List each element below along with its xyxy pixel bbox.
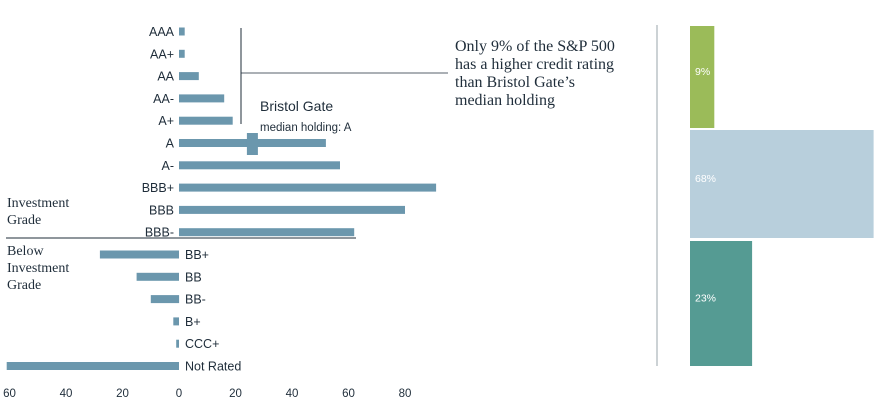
investment-grade-label-2: Grade bbox=[7, 213, 41, 228]
investment-grade-label-1: Investment bbox=[7, 196, 69, 211]
share-bar-3 bbox=[690, 241, 753, 366]
bar-bb- bbox=[150, 295, 180, 304]
rating-label: CCC+ bbox=[185, 337, 219, 351]
bar-bb-plus bbox=[99, 250, 179, 259]
bar-ccc-plus bbox=[176, 339, 179, 348]
annotation-line-3: than Bristol Gate’s bbox=[455, 74, 575, 91]
x-tick-label: 80 bbox=[399, 388, 412, 400]
rating-label: AAA bbox=[149, 25, 175, 39]
median-marker bbox=[246, 133, 258, 155]
bar-bbb bbox=[179, 205, 405, 214]
x-tick-label: 20 bbox=[116, 388, 129, 400]
share-bar-2 bbox=[690, 130, 874, 238]
annotation-line-4: median holding bbox=[455, 92, 555, 109]
bar-aa bbox=[179, 72, 199, 81]
rating-label: AA bbox=[157, 70, 174, 84]
rating-label: BBB bbox=[149, 203, 174, 217]
bar-aa- bbox=[179, 94, 225, 103]
bar-not-rated bbox=[6, 362, 180, 370]
share-label: 9% bbox=[695, 66, 710, 78]
below-grade-label-2: Investment bbox=[7, 261, 69, 276]
rating-label: BBB+ bbox=[142, 181, 174, 195]
x-axis-ticks: 60 40 20 0 20 40 60 80 bbox=[3, 388, 411, 400]
below-grade-label-1: Below bbox=[7, 244, 44, 259]
rating-label: BBB- bbox=[145, 226, 174, 240]
x-tick-label: 60 bbox=[342, 388, 355, 400]
share-label: 23% bbox=[695, 293, 716, 305]
rating-label: A- bbox=[162, 159, 175, 173]
x-tick-label: 20 bbox=[229, 388, 242, 400]
median-subtitle: median holding: A bbox=[260, 122, 352, 134]
rating-bars: AAAAA+AAAA-A+AA-BBB+BBBBBB-BB+BBBB-B+CCC… bbox=[6, 25, 437, 374]
x-tick-label: 60 bbox=[3, 388, 16, 400]
x-tick-label: 0 bbox=[176, 388, 182, 400]
bar-aaa bbox=[179, 27, 185, 36]
x-tick-label: 40 bbox=[286, 388, 299, 400]
share-bar-1 bbox=[690, 26, 715, 128]
rating-label: BB- bbox=[185, 293, 206, 307]
rating-label: B+ bbox=[185, 315, 201, 329]
annotation-line-1: Only 9% of the S&P 500 bbox=[455, 38, 615, 55]
rating-label: BB+ bbox=[185, 248, 209, 262]
bar-bb bbox=[136, 272, 179, 281]
below-grade-label-3: Grade bbox=[7, 278, 41, 293]
sp500-share-bars: 9% 68% 23% bbox=[690, 26, 874, 366]
rating-label: Not Rated bbox=[185, 360, 241, 374]
share-label: 68% bbox=[695, 173, 716, 185]
rating-label: A+ bbox=[158, 114, 174, 128]
rating-label: AA+ bbox=[150, 47, 174, 61]
bar-bbb-plus bbox=[179, 183, 437, 192]
bar-a- bbox=[179, 161, 340, 170]
bar-aa-plus bbox=[179, 49, 185, 58]
annotation-line-2: has a higher credit rating bbox=[455, 56, 614, 73]
rating-label: A bbox=[166, 137, 175, 151]
bar-bbb- bbox=[179, 228, 355, 237]
bar-a-plus bbox=[179, 116, 233, 125]
bar-b-plus bbox=[173, 317, 179, 326]
rating-label: BB bbox=[185, 270, 202, 284]
median-title: Bristol Gate bbox=[260, 98, 333, 114]
rating-label: AA- bbox=[153, 92, 174, 106]
x-tick-label: 40 bbox=[60, 388, 73, 400]
